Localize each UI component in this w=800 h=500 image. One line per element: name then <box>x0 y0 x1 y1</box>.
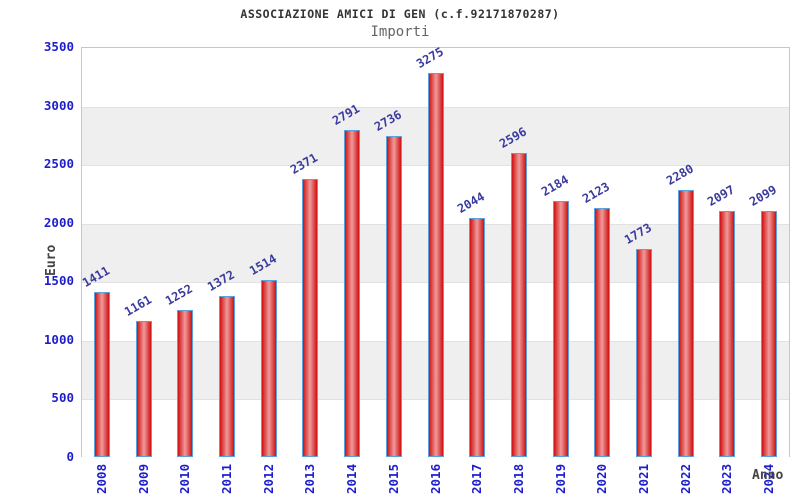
y-axis-label: Euro <box>44 244 59 276</box>
x-tick-label: 2017 <box>469 463 485 494</box>
y-tick-label: 3000 <box>43 97 74 113</box>
bar <box>552 201 569 457</box>
y-tick-label: 500 <box>51 390 74 406</box>
chart-title: ASSOCIAZIONE AMICI DI GEN (c.f.921718702… <box>240 7 560 21</box>
bar <box>135 320 152 457</box>
bar <box>93 291 110 457</box>
y-tick-label: 1000 <box>43 331 74 347</box>
y-tick-label: 2000 <box>43 214 74 230</box>
bar <box>594 208 611 457</box>
x-tick-label: 2020 <box>594 463 610 494</box>
x-tick-label: 2013 <box>302 463 318 494</box>
x-tick-label: 2010 <box>177 463 193 494</box>
x-axis-label: Anno <box>752 468 784 483</box>
bar <box>385 136 402 457</box>
y-tick-label: 0 <box>66 449 74 464</box>
x-tick-label: 2018 <box>510 463 526 494</box>
x-tick-label: 2008 <box>93 463 109 494</box>
bar <box>302 179 319 457</box>
x-tick-label: 2009 <box>135 463 151 494</box>
chart-subtitle: Importi <box>370 24 430 40</box>
x-tick-label: 2019 <box>552 463 568 494</box>
x-tick-label: 2021 <box>636 463 652 494</box>
x-tick-label: 2015 <box>385 463 401 494</box>
bar <box>260 279 277 457</box>
bar <box>677 189 694 457</box>
x-tick-label: 2011 <box>218 463 234 494</box>
x-tick-label: 2012 <box>260 463 276 494</box>
x-tick-label: 2016 <box>427 463 443 494</box>
bar <box>218 296 235 457</box>
y-tick-label: 2500 <box>43 156 74 172</box>
bar <box>510 152 527 457</box>
x-tick-label: 2014 <box>344 463 360 494</box>
x-tick-label: 2023 <box>719 463 735 494</box>
bar <box>177 310 194 457</box>
bar <box>344 130 361 457</box>
x-tick-label: 2022 <box>677 463 693 494</box>
bar <box>427 73 444 457</box>
y-tick-label: 3500 <box>43 39 74 54</box>
y-tick-label: 1500 <box>43 273 74 289</box>
bar <box>469 217 486 457</box>
bar <box>761 211 778 457</box>
bar <box>636 249 653 457</box>
bar <box>719 211 736 457</box>
